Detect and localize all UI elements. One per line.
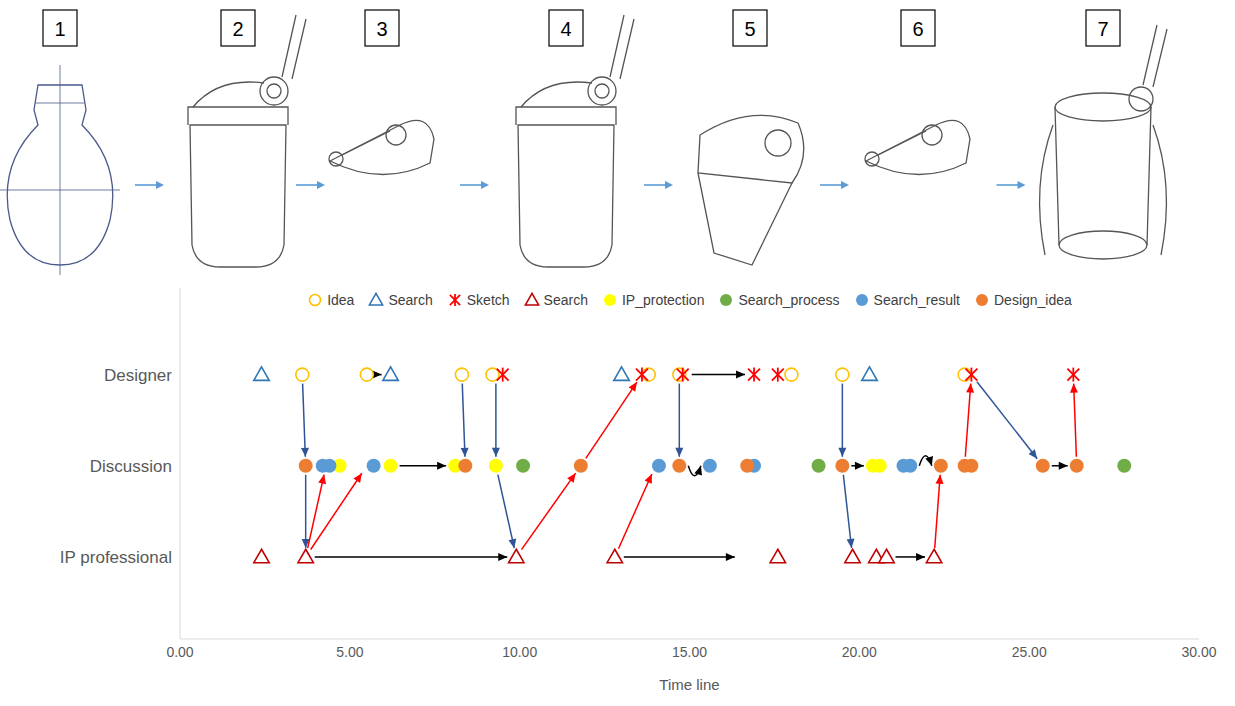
html-text:Search: Search bbox=[543, 292, 588, 308]
svg-text:20.00: 20.00 bbox=[842, 644, 877, 660]
svg-text:2: 2 bbox=[232, 18, 243, 40]
svg-text:5.00: 5.00 bbox=[336, 644, 363, 660]
svg-text:4: 4 bbox=[560, 18, 571, 40]
svg-text:0.00: 0.00 bbox=[166, 644, 193, 660]
svg-text:Time line: Time line bbox=[659, 676, 719, 693]
html-text:Search_process: Search_process bbox=[738, 292, 840, 308]
html-text:IP_protection: IP_protection bbox=[621, 292, 705, 308]
html-text:Sketch: Sketch bbox=[466, 292, 510, 308]
svg-text:30.00: 30.00 bbox=[1181, 644, 1216, 660]
svg-text:5: 5 bbox=[744, 18, 755, 40]
html-text:Design_idea: Design_idea bbox=[994, 292, 1072, 308]
svg-text:25.00: 25.00 bbox=[1012, 644, 1047, 660]
html-text:Idea: Idea bbox=[327, 292, 355, 308]
svg-text:1: 1 bbox=[54, 18, 65, 40]
svg-text:IP professional: IP professional bbox=[60, 548, 172, 567]
svg-text:7: 7 bbox=[1097, 18, 1108, 40]
svg-text:Discussion: Discussion bbox=[90, 457, 172, 476]
svg-text:15.00: 15.00 bbox=[672, 644, 707, 660]
svg-text:3: 3 bbox=[376, 18, 387, 40]
svg-text:10.00: 10.00 bbox=[502, 644, 537, 660]
svg-text:Designer: Designer bbox=[104, 366, 172, 385]
html-text:Search: Search bbox=[388, 292, 433, 308]
svg-text:6: 6 bbox=[912, 18, 923, 40]
html-text:Search_result: Search_result bbox=[873, 292, 960, 308]
